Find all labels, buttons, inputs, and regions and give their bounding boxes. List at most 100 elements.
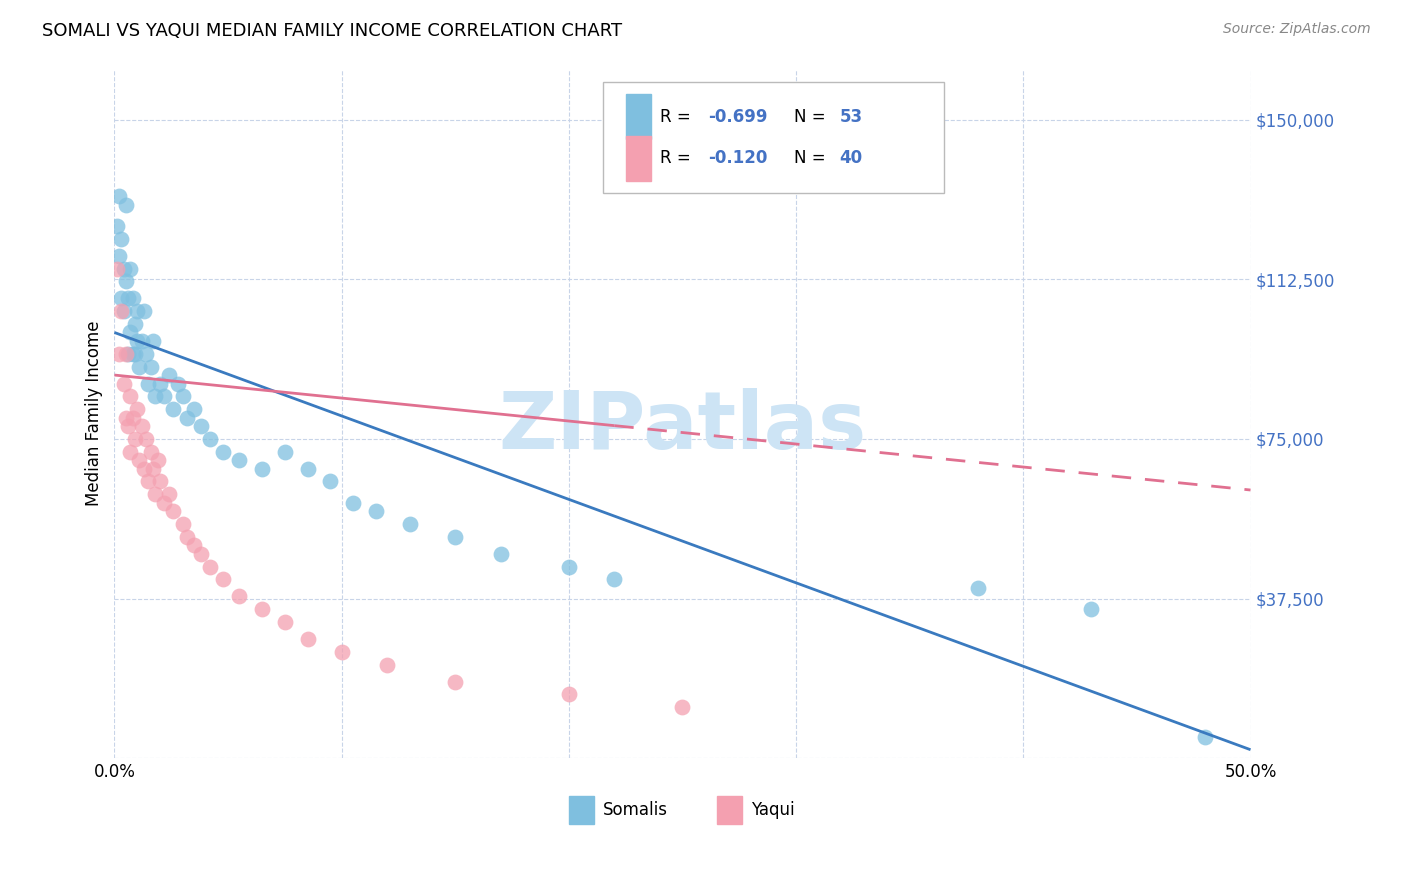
Point [190,547,212,561]
Point [176,410,198,425]
Y-axis label: Median Family Income: Median Family Income [86,320,103,506]
Point [162,504,184,518]
Point [127,402,149,417]
Text: ZIPatlas: ZIPatlas [498,388,866,467]
Point [112,261,135,276]
Point [108,249,131,263]
Point [146,453,169,467]
Point [250,602,273,616]
Point [121,347,143,361]
Point [489,547,512,561]
Point [228,590,250,604]
Point [143,487,166,501]
Point [110,304,132,318]
Point [114,198,136,212]
Point [183,538,205,552]
Point [250,461,273,475]
Text: SOMALI VS YAQUI MEDIAN FAMILY INCOME CORRELATION CHART: SOMALI VS YAQUI MEDIAN FAMILY INCOME COR… [42,22,623,40]
Point [157,487,180,501]
Point [297,461,319,475]
Point [603,573,626,587]
Point [124,432,146,446]
Point [149,475,172,489]
Point [444,674,467,689]
Point [198,559,221,574]
Point [112,304,135,318]
Point [120,261,142,276]
Point [176,530,198,544]
Point [1080,602,1102,616]
Text: R =: R = [659,108,696,126]
Point [124,317,146,331]
Bar [626,95,651,139]
Text: 40: 40 [839,149,862,167]
Bar [717,797,741,823]
Point [121,292,143,306]
Point [172,517,194,532]
Text: -0.120: -0.120 [709,149,768,167]
Point [149,376,172,391]
Point [183,402,205,417]
Point [671,700,693,714]
Point [162,402,184,417]
Point [1194,730,1216,744]
Point [172,389,194,403]
Point [135,432,157,446]
Point [120,389,142,403]
Point [142,334,165,348]
Point [117,347,139,361]
Point [120,326,142,340]
Point [108,189,131,203]
Point [398,517,420,532]
Point [132,461,155,475]
Point [112,376,135,391]
Point [138,376,160,391]
Point [108,347,131,361]
Point [117,292,139,306]
Text: Somalis: Somalis [603,801,668,819]
Point [127,304,149,318]
Point [558,687,581,701]
Text: R =: R = [659,149,696,167]
Point [966,581,988,595]
Point [297,632,319,646]
Point [114,347,136,361]
Point [127,334,149,348]
Point [167,376,190,391]
Text: Source: ZipAtlas.com: Source: ZipAtlas.com [1223,22,1371,37]
Text: -0.699: -0.699 [709,108,768,126]
Point [444,530,467,544]
Point [342,496,364,510]
Point [319,475,342,489]
Point [105,261,128,276]
Point [274,615,297,629]
Point [114,410,136,425]
Point [198,432,221,446]
Point [153,496,176,510]
Point [117,419,139,434]
Text: N =: N = [794,108,831,126]
Point [153,389,176,403]
Point [139,444,162,458]
Point [128,453,150,467]
Text: 53: 53 [839,108,862,126]
Point [135,347,157,361]
Point [131,419,153,434]
Text: N =: N = [794,149,831,167]
FancyBboxPatch shape [603,82,943,193]
Point [139,359,162,374]
Point [142,461,165,475]
Point [364,504,387,518]
Point [330,645,353,659]
Point [105,219,128,233]
Point [274,444,297,458]
Point [190,419,212,434]
Point [114,274,136,288]
Point [212,444,235,458]
Point [128,359,150,374]
Bar [626,136,651,180]
Point [124,347,146,361]
Point [157,368,180,382]
Point [120,444,142,458]
Point [132,304,155,318]
